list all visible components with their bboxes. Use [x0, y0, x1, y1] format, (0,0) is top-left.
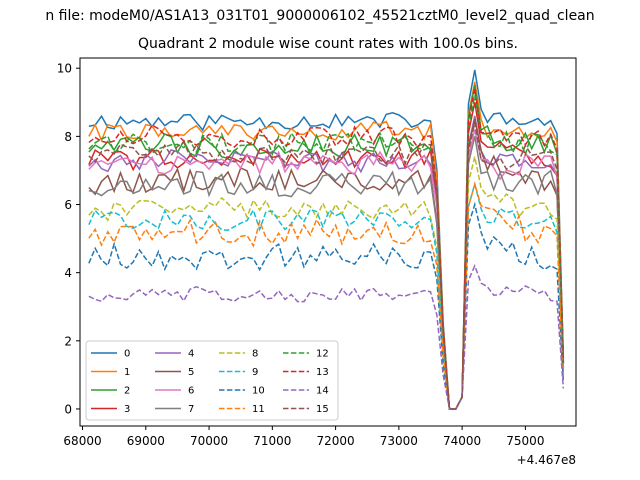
x-tick-label: 74000 — [443, 434, 481, 448]
x-tick-label: 68000 — [63, 434, 101, 448]
x-tick-label: 71000 — [253, 434, 291, 448]
series-line-0 — [88, 69, 565, 410]
legend-label-3: 3 — [124, 404, 130, 415]
series-line-7 — [88, 136, 565, 410]
y-tick-label: 2 — [64, 334, 72, 348]
figure-suptitle: n file: modeM0/AS1A13_031T01_9000006102_… — [45, 8, 595, 24]
x-tick-label: 73000 — [380, 434, 418, 448]
y-tick-label: 0 — [64, 402, 72, 416]
series-line-14 — [88, 263, 565, 410]
legend-label-11: 11 — [252, 404, 265, 415]
series-line-9 — [88, 181, 565, 410]
x-tick-label: 70000 — [190, 434, 228, 448]
legend-label-12: 12 — [316, 349, 329, 360]
x-offset-label: +4.467e8 — [517, 453, 576, 467]
legend-label-2: 2 — [124, 386, 130, 397]
y-tick-label: 4 — [64, 266, 72, 280]
y-tick-label: 10 — [57, 62, 72, 76]
legend-label-7: 7 — [188, 404, 194, 415]
legend-label-8: 8 — [252, 349, 258, 360]
series-line-12 — [88, 95, 565, 410]
series-line-10 — [88, 201, 565, 410]
legend-label-13: 13 — [316, 367, 329, 378]
series-line-4 — [88, 115, 565, 410]
series-line-15 — [88, 122, 565, 410]
legend-label-4: 4 — [188, 349, 194, 360]
axes-layer: 68000 69000 70000 71000 72000 73000 74000 75000… — [57, 62, 545, 448]
y-tick-label: 8 — [64, 130, 72, 144]
series-line-3 — [88, 102, 565, 410]
legend-label-0: 0 — [124, 349, 130, 360]
y-tick-label: 6 — [64, 198, 72, 212]
legend-label-5: 5 — [188, 367, 194, 378]
series-layer — [88, 69, 565, 410]
series-line-13 — [88, 88, 565, 410]
plot-frame — [79, 57, 577, 427]
x-tick-label: 69000 — [127, 434, 165, 448]
legend-label-9: 9 — [252, 367, 258, 378]
legend-label-15: 15 — [316, 404, 329, 415]
legend-label-10: 10 — [252, 386, 265, 397]
series-line-6 — [88, 129, 565, 410]
legend-label-6: 6 — [188, 386, 194, 397]
legend-box — [85, 340, 339, 421]
legend-label-14: 14 — [316, 386, 329, 397]
x-tick-label: 75000 — [506, 434, 544, 448]
x-tick-label: 72000 — [316, 434, 354, 448]
series-line-8 — [88, 156, 565, 410]
legend-label-1: 1 — [124, 367, 130, 378]
chart-title: Quadrant 2 module wise count rates with … — [138, 36, 518, 52]
